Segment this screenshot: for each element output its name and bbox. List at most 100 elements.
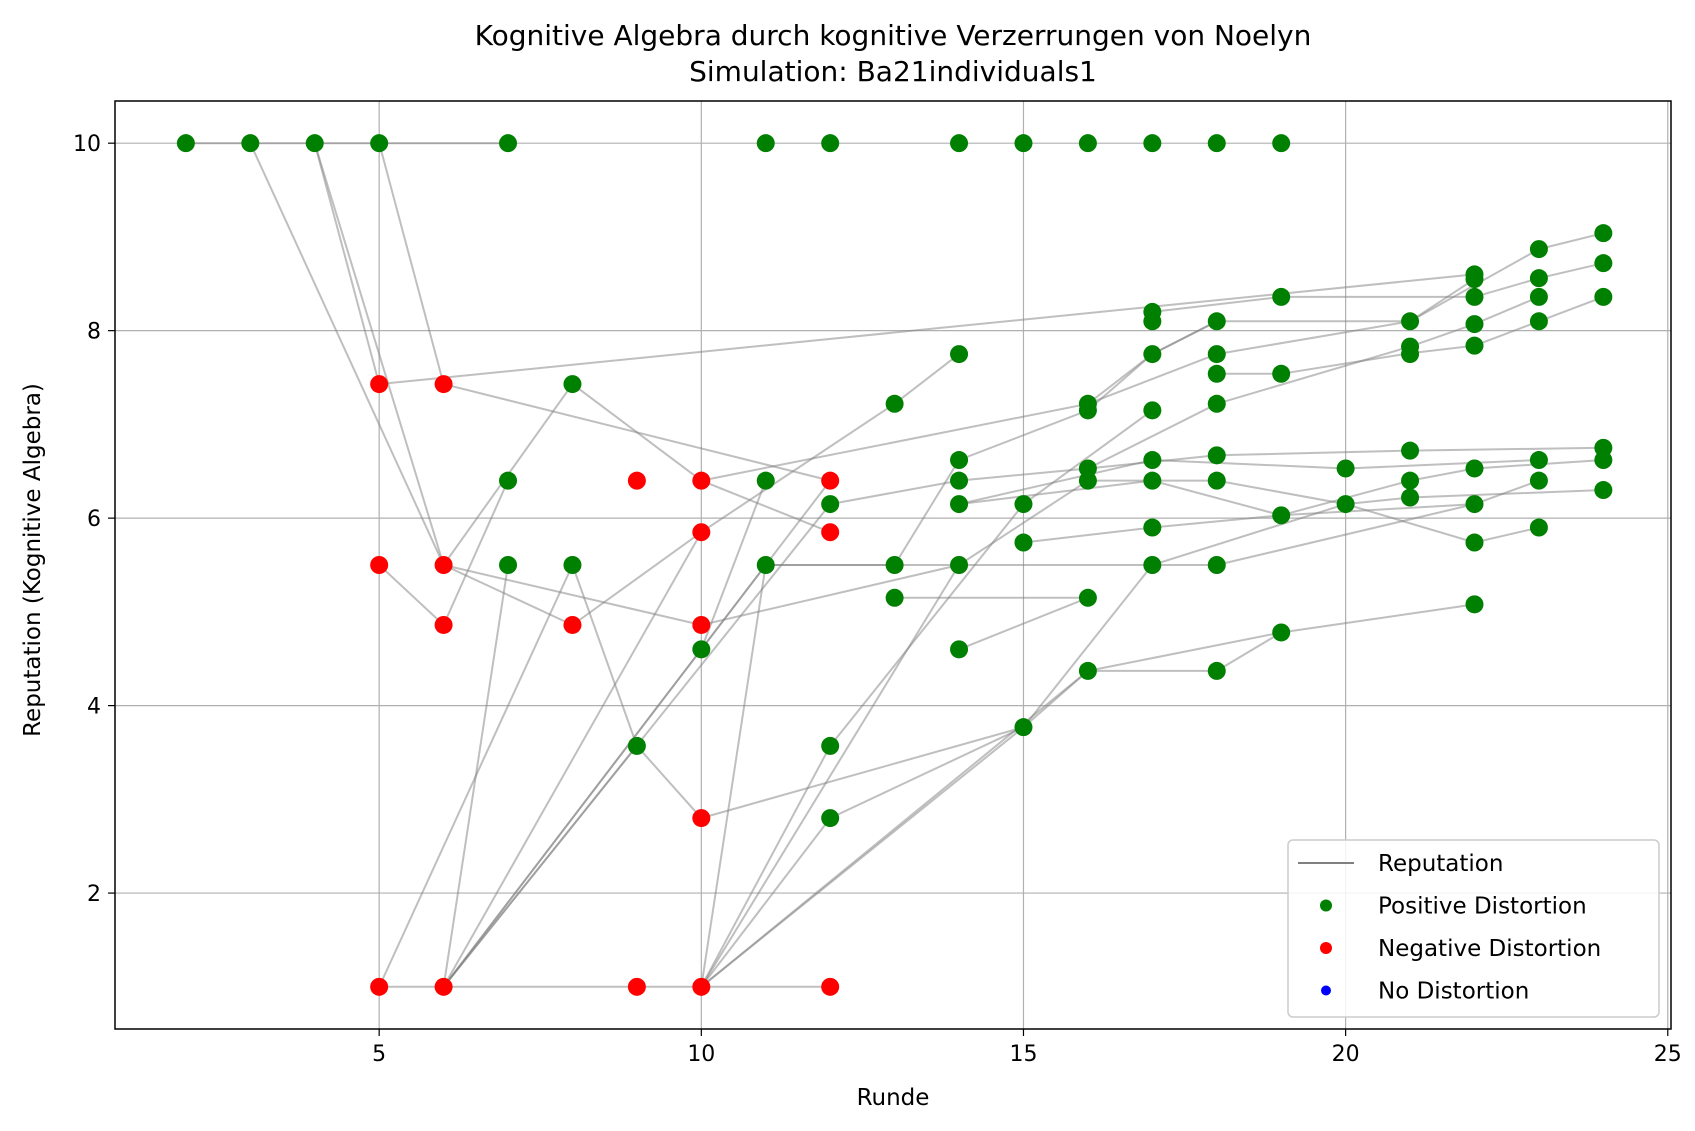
positive-distortion-point xyxy=(1465,287,1484,306)
positive-distortion-point xyxy=(1207,364,1226,383)
positive-distortion-point xyxy=(499,471,518,490)
negative-distortion-point xyxy=(692,615,711,634)
positive-distortion-point xyxy=(950,134,969,153)
positive-distortion-point xyxy=(1078,401,1097,420)
positive-distortion-point xyxy=(241,134,260,153)
y-tick-label: 4 xyxy=(87,695,101,720)
positive-distortion-point xyxy=(1207,312,1226,331)
x-axis-ticks: 5 10 15 20 25 xyxy=(372,1029,1682,1067)
positive-distortion-point xyxy=(1465,595,1484,614)
positive-distortion-point xyxy=(176,134,195,153)
negative-distortion-point xyxy=(434,615,453,634)
negative-distortion-point xyxy=(821,523,840,542)
legend-swatch-marker xyxy=(1321,985,1331,996)
positive-distortion-point xyxy=(1272,287,1291,306)
positive-distortion-point xyxy=(1336,495,1355,514)
positive-distortion-point xyxy=(1465,270,1484,289)
positive-distortion-point xyxy=(1401,441,1420,460)
distortion-points xyxy=(176,134,1613,996)
positive-distortion-point xyxy=(1401,471,1420,490)
positive-distortion-point xyxy=(1143,134,1162,153)
positive-distortion-point xyxy=(756,556,775,574)
positive-distortion-point xyxy=(1078,134,1097,153)
reputation-line xyxy=(1087,278,1476,405)
reputation-line xyxy=(313,142,960,627)
positive-distortion-point xyxy=(1594,451,1613,470)
legend-label: Positive Distortion xyxy=(1378,894,1587,920)
reputation-line xyxy=(1216,295,1604,375)
positive-distortion-point xyxy=(1529,312,1548,331)
positive-distortion-point xyxy=(1529,471,1548,490)
x-axis-label: Runde xyxy=(857,1085,930,1111)
chart-subtitle: Simulation: Ba21individuals1 xyxy=(689,55,1097,88)
positive-distortion-point xyxy=(1401,488,1420,507)
reputation-line xyxy=(700,564,767,987)
positive-distortion-point xyxy=(1143,471,1162,490)
positive-distortion-point xyxy=(1465,336,1484,355)
positive-distortion-point xyxy=(821,495,840,514)
x-tick-label: 20 xyxy=(1332,1042,1360,1067)
positive-distortion-point xyxy=(821,134,840,153)
negative-distortion-point xyxy=(370,977,389,996)
legend-swatch-marker xyxy=(1320,899,1332,912)
positive-distortion-point xyxy=(1207,471,1226,490)
positive-distortion-point xyxy=(1594,224,1613,243)
positive-distortion-point xyxy=(1014,533,1033,552)
positive-distortion-point xyxy=(1143,312,1162,331)
positive-distortion-point xyxy=(1465,533,1484,552)
positive-distortion-point xyxy=(1143,518,1162,537)
positive-distortion-point xyxy=(950,451,969,470)
reputation-line xyxy=(442,531,703,988)
reputation-line xyxy=(700,745,832,988)
reputation-line xyxy=(700,817,831,988)
positive-distortion-point xyxy=(1143,345,1162,364)
positive-distortion-point xyxy=(1078,661,1097,680)
positive-distortion-point xyxy=(1529,269,1548,288)
positive-distortion-point xyxy=(499,556,518,574)
positive-distortion-point xyxy=(1594,254,1613,273)
x-tick-label: 25 xyxy=(1654,1042,1682,1067)
positive-distortion-point xyxy=(1594,481,1613,500)
x-tick-label: 5 xyxy=(372,1042,386,1067)
negative-distortion-point xyxy=(692,471,711,490)
x-tick-label: 10 xyxy=(687,1042,715,1067)
reputation-line xyxy=(958,479,1540,566)
positive-distortion-point xyxy=(885,588,904,607)
negative-distortion-point xyxy=(434,556,453,574)
reputation-line xyxy=(378,564,574,988)
positive-distortion-point xyxy=(1465,459,1484,478)
plot-frame xyxy=(114,100,1672,1030)
positive-distortion-point xyxy=(1401,345,1420,364)
positive-distortion-point xyxy=(1078,588,1097,607)
positive-distortion-point xyxy=(885,556,904,574)
positive-distortion-point xyxy=(1336,459,1355,478)
positive-distortion-point xyxy=(1594,287,1613,306)
positive-distortion-point xyxy=(1143,401,1162,420)
positive-distortion-point xyxy=(1529,518,1548,537)
positive-distortion-point xyxy=(821,809,840,828)
positive-distortion-point xyxy=(821,736,840,755)
reputation-line xyxy=(571,564,1024,820)
positive-distortion-point xyxy=(1207,556,1226,574)
negative-distortion-point xyxy=(821,977,840,996)
positive-distortion-point xyxy=(1465,315,1484,334)
positive-distortion-point xyxy=(1207,661,1226,680)
reputation-line xyxy=(1087,631,1282,672)
negative-distortion-point xyxy=(627,471,646,490)
positive-distortion-point xyxy=(1272,134,1291,153)
positive-distortion-point xyxy=(1401,312,1420,331)
positive-distortion-point xyxy=(1529,287,1548,306)
legend-box xyxy=(1287,839,1660,1018)
positive-distortion-point xyxy=(1014,134,1033,153)
positive-distortion-point xyxy=(1272,623,1291,642)
positive-distortion-point xyxy=(563,556,582,574)
positive-distortion-point xyxy=(1078,471,1097,490)
y-axis-label: Reputation (Kognitive Algebra) xyxy=(20,383,46,737)
positive-distortion-point xyxy=(950,556,969,574)
positive-distortion-point xyxy=(950,345,969,364)
legend-swatch-marker xyxy=(1320,942,1332,954)
negative-distortion-point xyxy=(563,615,582,634)
positive-distortion-point xyxy=(756,471,775,490)
positive-distortion-point xyxy=(1014,718,1033,737)
